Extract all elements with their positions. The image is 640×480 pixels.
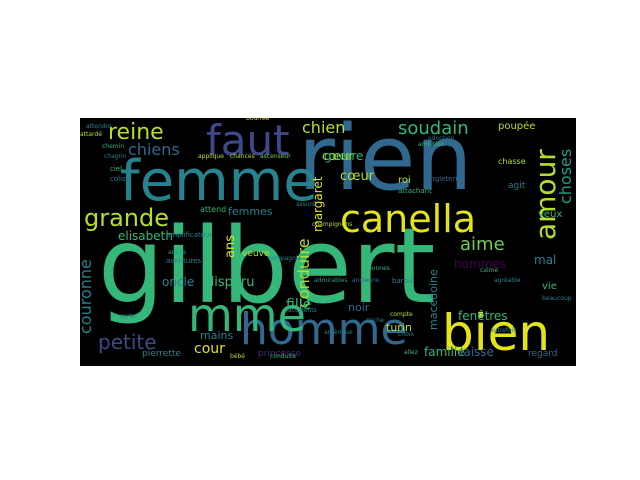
word-amplificateur: amplificateur	[166, 231, 213, 239]
word-aime: aime	[460, 234, 505, 255]
word-chances: chances	[230, 153, 255, 160]
word-petite: petite	[98, 330, 157, 354]
word-compagnie: compagnie	[268, 255, 302, 262]
word-autrefois: autrefois	[490, 327, 517, 334]
word-allez: allez	[404, 349, 418, 356]
word-amerique: amérique	[324, 329, 353, 336]
word-disparu: disparu	[206, 275, 255, 290]
word-cache: cache	[366, 317, 384, 324]
word-carte: carte	[120, 313, 136, 320]
word-ascenseur: ascenseur	[260, 153, 291, 160]
word-gilbert: gilbert	[98, 205, 436, 327]
word-calme: calme	[480, 267, 499, 274]
word-grande: grande	[84, 204, 170, 232]
word-laisse: laisse	[460, 345, 494, 359]
word-princesse: princesse	[258, 349, 302, 359]
word-chagrin: chagrin	[104, 153, 127, 160]
word-noir: noir	[348, 301, 370, 314]
word-chasse: chasse	[498, 157, 526, 166]
word-macedoine: macédoine	[427, 269, 440, 330]
word-couronne: couronne	[80, 259, 95, 334]
word-guerre: guerre	[324, 149, 364, 163]
word-attendre: attendre	[86, 123, 112, 130]
word-turin: turin	[386, 321, 412, 334]
word-conduite: conduite	[270, 353, 297, 360]
word-bourree: bourrée	[246, 118, 270, 122]
word-cour: cour	[194, 341, 225, 357]
word-assure: assuré	[296, 201, 316, 208]
word-applique: applique	[198, 153, 224, 160]
word-choses: choses	[556, 148, 575, 204]
word-hommes: hommes	[454, 257, 506, 271]
word-homme: homme	[240, 304, 408, 355]
word-admirables: admirables	[314, 277, 348, 284]
word-fenetres: fenêtres	[458, 309, 508, 323]
word-bien: bien	[442, 304, 551, 362]
word-chiens: chiens	[128, 140, 180, 159]
word-ancienne: ancienne	[352, 277, 380, 284]
word-famille: famille	[424, 345, 465, 359]
word-attend: attend	[200, 205, 227, 214]
word-chemin: chemin	[102, 143, 125, 150]
word-ans: ans	[223, 235, 238, 258]
word-ciel: ciel	[110, 165, 123, 173]
word-rien: rien	[298, 118, 473, 211]
word-attachant: attachant	[398, 187, 432, 195]
word-roi: roi	[398, 175, 411, 186]
word-vie: vie	[542, 281, 557, 292]
word-choix: choix	[398, 331, 414, 338]
word-reine: reine	[108, 120, 164, 145]
word-pierrette: pierrette	[142, 349, 181, 359]
word-coeur-2: cœur	[340, 169, 375, 184]
word-femme: femme	[120, 149, 318, 214]
word-veuve: veuve	[242, 249, 270, 259]
word-regard: regard	[528, 349, 558, 359]
word-champignons: champignons	[312, 221, 353, 228]
word-agreable: agréable	[494, 277, 521, 284]
word-aventures: aventures	[166, 257, 202, 265]
word-fille: fille	[286, 297, 312, 313]
word-soudain: soudain	[398, 118, 469, 139]
word-accidents: accidents	[288, 307, 317, 314]
word-compte: compte	[390, 311, 413, 318]
word-yeux: yeux	[538, 209, 563, 220]
word-chien: chien	[302, 118, 346, 137]
word-femmes: femmes	[228, 205, 273, 218]
word-mal: mal	[534, 253, 557, 267]
word-angleterre: angleterre	[426, 175, 463, 183]
word-bonnes: bonnes	[368, 265, 390, 272]
word-colis: colis	[110, 175, 126, 183]
word-bebe: bébé	[230, 353, 245, 360]
word-attarde: attardé	[80, 131, 102, 138]
word-agit: agit	[508, 181, 526, 191]
word-mains: mains	[200, 329, 234, 342]
word-barbu: barbu	[392, 277, 413, 285]
word-cloud: gilbert rien femme homme bien mme canell…	[80, 118, 576, 366]
word-oncle: oncle	[162, 275, 195, 289]
word-mme: mme	[188, 288, 306, 342]
word-adoption: adoption	[428, 135, 455, 142]
word-ambition: ambition	[418, 141, 445, 148]
word-canella: canella	[340, 197, 477, 241]
word-faut: faut	[206, 118, 290, 165]
word-coeur-1: cœur	[322, 149, 354, 163]
word-adelia: adelia	[168, 249, 187, 256]
word-beaucoup: beaucoup	[542, 295, 572, 302]
word-poupee: poupée	[498, 121, 536, 132]
word-elisabeth: elisabeth	[118, 229, 173, 243]
